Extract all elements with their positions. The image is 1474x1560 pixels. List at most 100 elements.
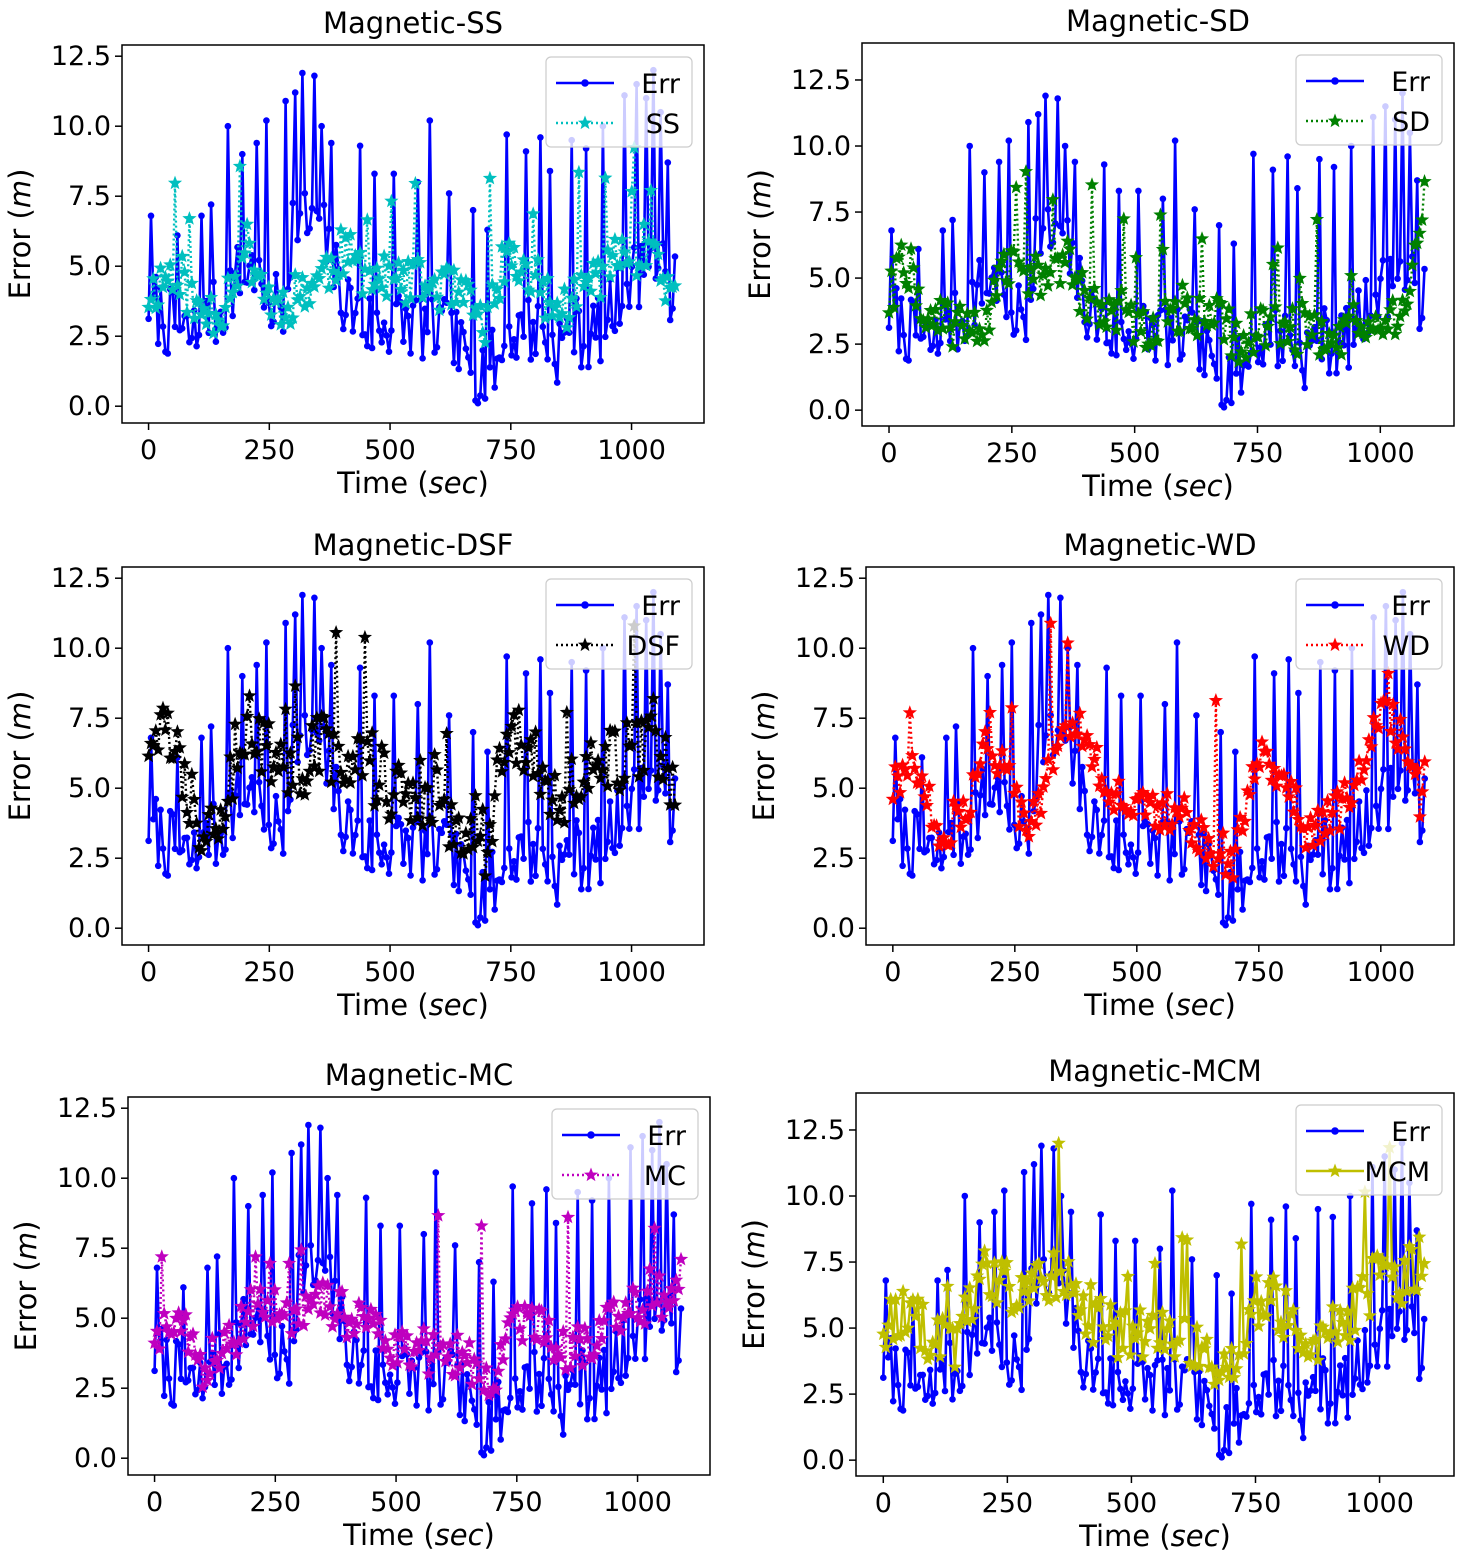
wd-point: [975, 736, 990, 751]
err-point: [157, 806, 164, 814]
mc-point: [426, 1327, 441, 1341]
err-point: [385, 870, 393, 877]
err-point: [1290, 861, 1297, 868]
mcm-point: [1091, 1300, 1106, 1315]
mc-point: [664, 1281, 679, 1295]
sd-point: [952, 298, 968, 313]
err-point: [325, 225, 333, 233]
dsf-point: [187, 792, 202, 806]
wd-point: [1405, 759, 1420, 773]
err-point: [188, 856, 196, 864]
err-point: [1154, 872, 1161, 879]
err-point: [145, 315, 152, 323]
err-point: [570, 348, 578, 356]
sd-point: [1116, 211, 1131, 225]
dsf-point: [422, 811, 437, 826]
dsf-point: [559, 704, 574, 719]
err-point: [624, 1354, 632, 1362]
err-point: [1411, 790, 1419, 797]
sd-point: [1092, 317, 1107, 331]
sd-point: [1392, 308, 1408, 323]
ss-point: [458, 273, 473, 287]
wd-point: [944, 835, 959, 849]
mcm-point: [1360, 1286, 1375, 1300]
ss-point: [437, 266, 452, 280]
err-point: [519, 1406, 526, 1413]
dsf-point: [345, 748, 360, 763]
mc-point: [195, 1379, 210, 1394]
err-point: [314, 1256, 322, 1264]
mcm-point: [1041, 1293, 1056, 1307]
err-point: [664, 159, 672, 166]
dsf-point: [374, 738, 389, 753]
err-point: [481, 395, 489, 402]
dsf-point: [218, 809, 233, 823]
mcm-point: [1345, 1280, 1360, 1295]
ss-point: [595, 258, 610, 273]
err-point: [1394, 785, 1402, 793]
wd-point: [1196, 820, 1211, 834]
err-point: [1268, 855, 1275, 862]
wd-point: [1043, 615, 1058, 630]
dsf-point: [631, 769, 647, 783]
sd-point: [1185, 320, 1200, 335]
err-point: [949, 1396, 956, 1403]
ss-point: [216, 318, 231, 332]
sd-point: [886, 299, 901, 314]
err-point: [174, 232, 181, 239]
ss-point: [550, 295, 565, 309]
ss-point: [403, 290, 418, 304]
wd-point: [1012, 819, 1027, 833]
err-point: [505, 323, 513, 330]
err-point: [507, 1394, 514, 1402]
y-tick-label: 12.5: [51, 41, 111, 72]
mc-point: [282, 1255, 297, 1270]
mc-point: [577, 1320, 592, 1335]
err-point: [383, 332, 390, 339]
err-point: [391, 1400, 399, 1407]
err-point: [1018, 1386, 1025, 1394]
err-point: [1416, 1375, 1423, 1383]
sd-point: [1023, 260, 1038, 275]
mc-point: [255, 1304, 270, 1319]
wd-point: [1155, 795, 1170, 809]
mc-point: [219, 1341, 234, 1355]
chart-title: Magnetic-SD: [1066, 4, 1250, 38]
dsf-point: [639, 712, 654, 727]
err-point: [998, 1363, 1006, 1371]
mc-point: [476, 1382, 491, 1397]
ss-point: [285, 310, 300, 324]
mc-point: [606, 1294, 621, 1309]
err-point: [1161, 700, 1169, 708]
err-point: [1023, 1346, 1030, 1353]
wd-point: [1070, 727, 1085, 741]
err-point: [931, 1389, 939, 1397]
ss-point: [398, 295, 413, 310]
err-point: [1223, 396, 1230, 404]
x-tick-label: 0: [146, 1487, 163, 1518]
err-point: [1147, 860, 1154, 867]
mc-point: [623, 1306, 638, 1320]
ss-point: [155, 279, 171, 294]
sd-point: [996, 246, 1012, 261]
err-point: [532, 872, 539, 880]
mcm-point: [1096, 1319, 1111, 1333]
wd-point: [1378, 693, 1393, 708]
err-point: [1332, 1419, 1339, 1427]
err-point: [1057, 594, 1064, 602]
sd-point: [943, 320, 958, 334]
mcm-point: [1157, 1342, 1172, 1356]
err-point: [1285, 656, 1292, 663]
err-point: [1385, 825, 1392, 833]
err-point: [977, 792, 984, 799]
ss-point: [377, 248, 392, 263]
err-point: [603, 1409, 610, 1417]
err-point: [666, 316, 674, 324]
sd-point: [1346, 297, 1361, 311]
err-point: [951, 289, 959, 297]
err-point: [929, 1400, 936, 1407]
err-point: [212, 860, 220, 867]
dsf-point: [516, 762, 531, 777]
err-point: [544, 356, 551, 363]
mc-point: [404, 1359, 419, 1373]
